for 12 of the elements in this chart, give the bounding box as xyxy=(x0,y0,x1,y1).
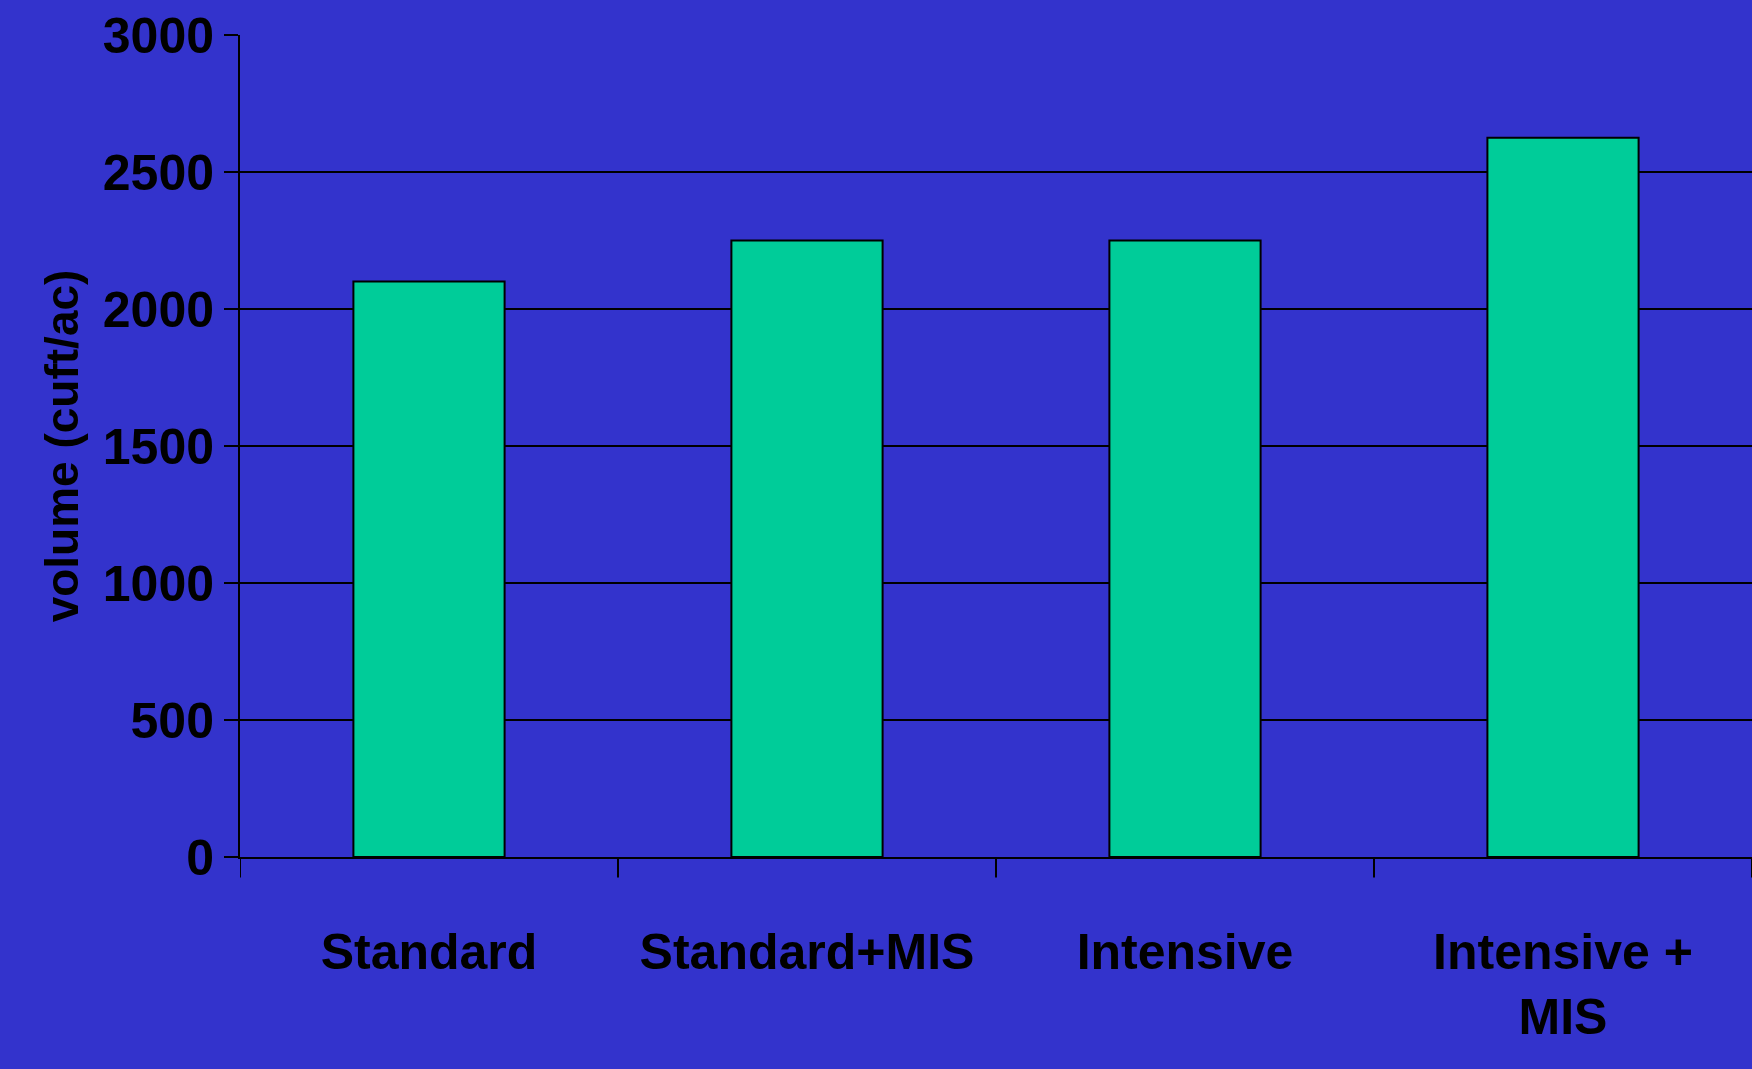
y-tick-label: 2000 xyxy=(102,281,214,338)
x-tick-label: Intensive + MIS xyxy=(1433,924,1693,1045)
y-tick-label: 500 xyxy=(130,692,214,749)
y-tick-label: 2500 xyxy=(102,144,214,201)
y-axis-title: volume (cuft/ac) xyxy=(35,269,88,623)
y-tick-label: 1000 xyxy=(102,555,214,612)
y-tick-label: 1500 xyxy=(102,418,214,475)
x-tick-label: Standard xyxy=(320,924,538,980)
x-tick-label: Intensive xyxy=(1076,924,1294,980)
x-tick-label: Standard+MIS xyxy=(639,924,975,980)
y-tick-label: 0 xyxy=(186,829,214,886)
y-tick-label: 3000 xyxy=(102,7,214,64)
